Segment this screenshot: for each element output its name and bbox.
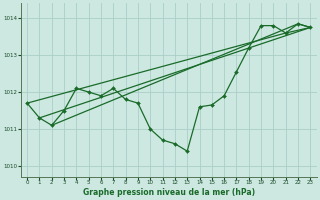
- X-axis label: Graphe pression niveau de la mer (hPa): Graphe pression niveau de la mer (hPa): [83, 188, 255, 197]
